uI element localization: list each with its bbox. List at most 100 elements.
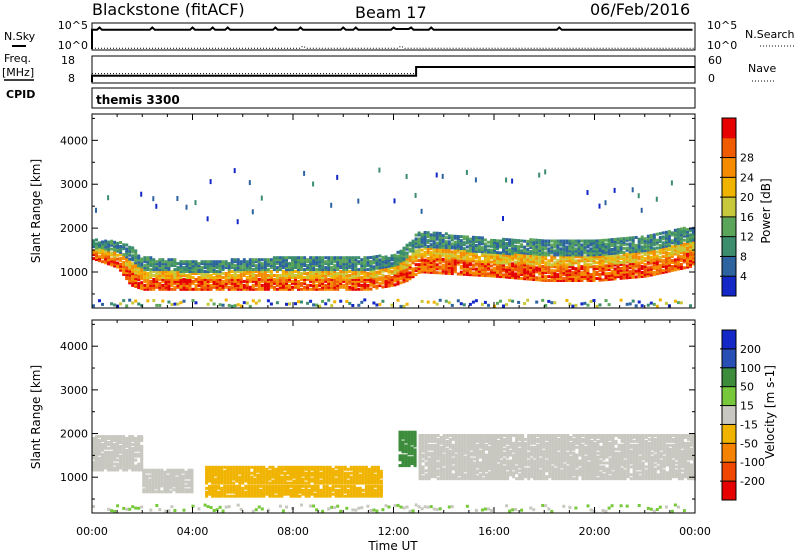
power-cell xyxy=(529,242,533,246)
power-cell xyxy=(544,267,548,271)
velocity-cell xyxy=(407,450,411,454)
velocity-cell xyxy=(427,445,431,449)
power-cell xyxy=(336,279,340,283)
velocity-cell xyxy=(235,467,239,471)
power-cell xyxy=(646,234,650,238)
power-cell xyxy=(345,274,349,277)
velocity-cell xyxy=(277,469,281,473)
freq-unit-label: [MHz] xyxy=(2,66,34,79)
velocity-scatter xyxy=(92,430,696,513)
power-cell xyxy=(429,257,433,261)
power-cell xyxy=(185,268,189,272)
power-cell xyxy=(414,267,418,271)
velocity-cell xyxy=(235,484,239,488)
velocity-cell xyxy=(131,462,135,466)
power-cell xyxy=(275,270,279,273)
power-cell xyxy=(242,272,246,275)
velocity-cell xyxy=(190,472,194,476)
power-cell xyxy=(297,272,300,275)
power-cell xyxy=(625,270,629,274)
velocity-cell xyxy=(247,492,251,496)
velocity-cell xyxy=(214,492,218,496)
velocity-cell xyxy=(307,484,311,488)
power-cell xyxy=(514,266,518,270)
power-cell xyxy=(161,276,165,279)
velocity-cell xyxy=(277,465,281,469)
power-cell xyxy=(607,264,611,268)
power-cell xyxy=(297,287,300,291)
power-cell xyxy=(426,239,430,243)
velocity-cell xyxy=(160,478,164,482)
velocity-cell xyxy=(226,473,230,477)
power-cell xyxy=(483,246,487,250)
power-cell xyxy=(221,283,225,287)
power-cell xyxy=(607,303,611,307)
velocity-cell xyxy=(154,476,158,480)
power-cell xyxy=(200,277,204,281)
power-cell xyxy=(248,272,252,275)
power-cell xyxy=(589,273,593,277)
power-cell xyxy=(143,260,147,264)
velocity-cell xyxy=(413,462,417,466)
power-cell xyxy=(562,257,566,261)
power-cell xyxy=(565,247,569,251)
power-cell xyxy=(426,300,430,304)
power-cell xyxy=(562,263,566,267)
power-cell xyxy=(378,272,382,276)
velocity-cell xyxy=(410,446,414,450)
velocity-cell xyxy=(325,471,329,475)
velocity-cell xyxy=(280,488,284,492)
power-cell xyxy=(357,283,361,287)
velocity-cell xyxy=(413,444,417,448)
power-cell xyxy=(444,240,448,244)
power-cell xyxy=(143,287,147,291)
power-cell xyxy=(676,245,680,249)
velocity-cell xyxy=(181,490,185,494)
power-cell xyxy=(306,277,310,281)
velocity-cell xyxy=(226,486,230,490)
velocity-cell xyxy=(92,437,95,440)
velocity-cell xyxy=(229,494,233,498)
power-cell xyxy=(550,279,554,282)
power-cell xyxy=(517,251,521,254)
power-cell xyxy=(655,242,659,246)
power-cell xyxy=(236,264,240,268)
velocity-cell xyxy=(427,435,431,439)
velocity-cell xyxy=(220,479,224,483)
power-cell xyxy=(369,279,373,283)
power-cell xyxy=(474,247,478,251)
power-cell xyxy=(435,241,439,245)
power-cell xyxy=(212,272,216,275)
power-cell xyxy=(535,238,539,242)
power-cell xyxy=(179,260,183,264)
power-cell xyxy=(215,277,219,281)
power-cell xyxy=(652,235,656,239)
power-cell xyxy=(523,249,527,253)
power-cell xyxy=(257,270,261,273)
power-cell xyxy=(278,264,282,268)
velocity-cell xyxy=(163,478,167,482)
power-cell xyxy=(269,262,273,266)
power-cell xyxy=(577,249,581,253)
power-cell xyxy=(170,272,174,275)
power-cell xyxy=(438,241,442,245)
power-cell xyxy=(206,285,210,289)
power-cell xyxy=(167,300,171,304)
velocity-cell xyxy=(122,464,126,468)
power-cell xyxy=(152,281,156,285)
power-cell xyxy=(477,255,481,259)
power-cell xyxy=(686,234,689,237)
power-cell xyxy=(571,255,575,259)
power-cell xyxy=(318,281,322,285)
power-cell xyxy=(405,245,409,249)
power-cell xyxy=(514,262,518,266)
power-cell xyxy=(429,247,433,251)
velocity-cell xyxy=(247,490,251,494)
power-cell xyxy=(203,283,207,287)
power-cell xyxy=(490,254,493,258)
power-cell xyxy=(616,255,620,259)
power-cell xyxy=(673,248,677,252)
power-cell xyxy=(517,266,521,270)
velocity-cell xyxy=(232,481,236,485)
power-cell xyxy=(278,277,282,281)
